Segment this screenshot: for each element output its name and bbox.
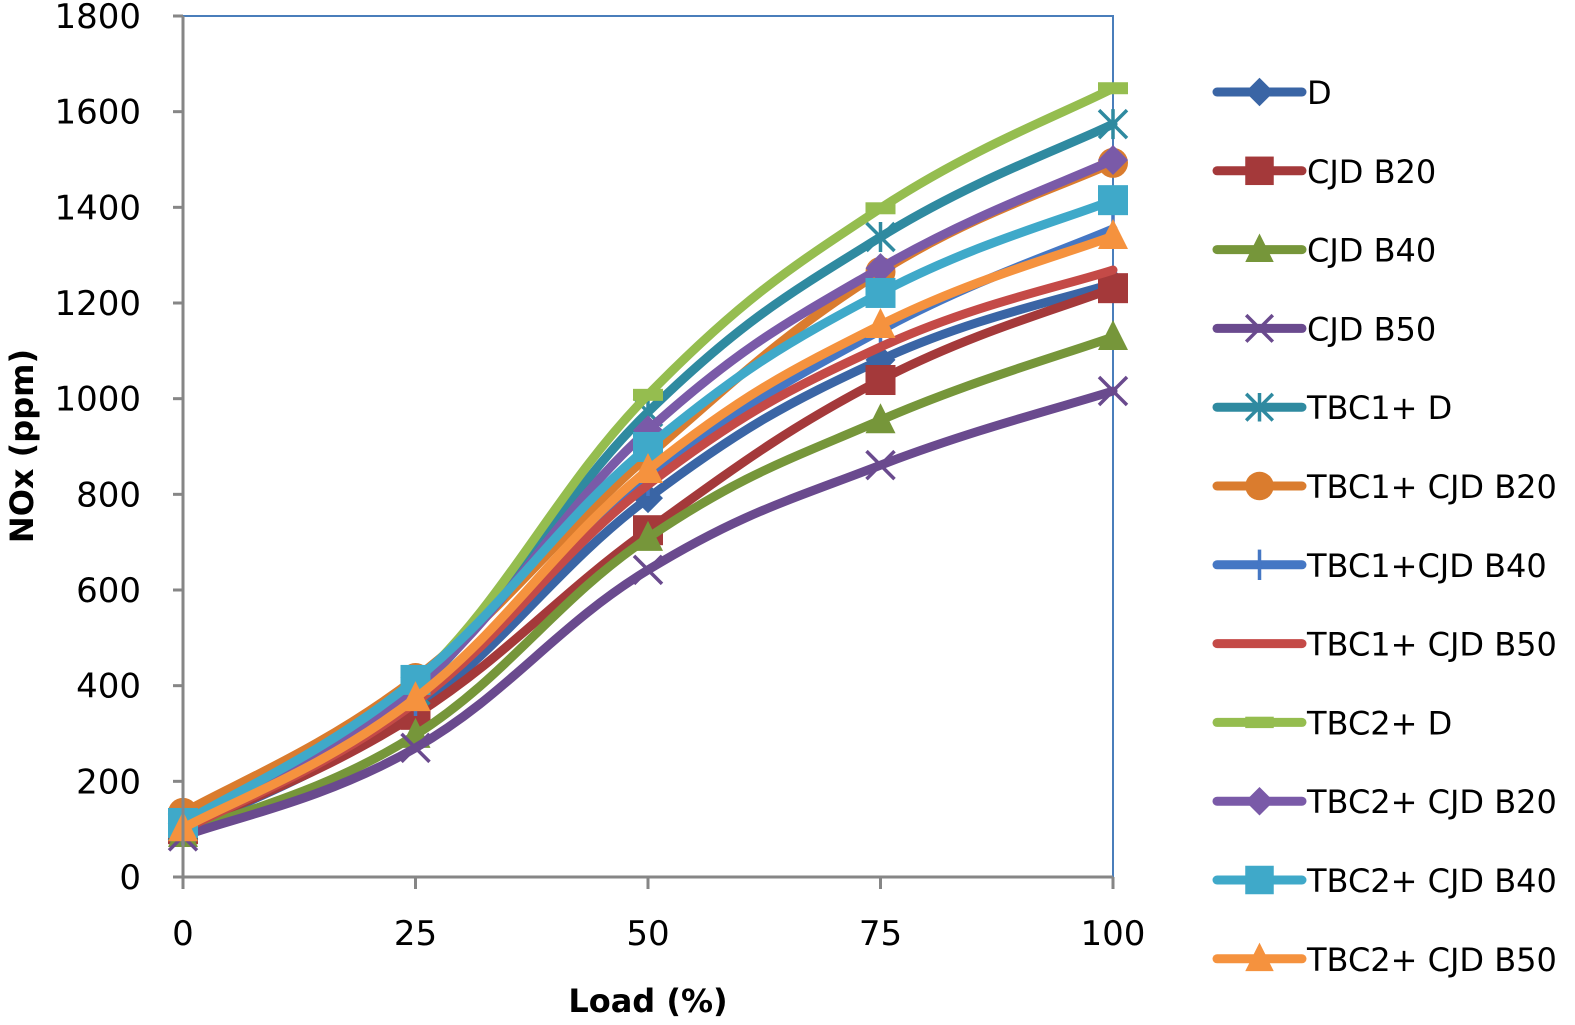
series-cjd-b50 xyxy=(167,375,1129,852)
legend-label: TBC2+ CJD B50 xyxy=(1306,941,1557,979)
data-point-tbc1-d-75 xyxy=(865,221,896,253)
data-point-cjd-b50-100 xyxy=(1097,375,1129,407)
legend-item-tbc2-cjd-b20: TBC2+ CJD B20 xyxy=(1212,783,1557,821)
y-tick-label: 400 xyxy=(76,667,141,707)
data-point-cjd-b20-100 xyxy=(1098,273,1128,304)
legend-label: CJD B20 xyxy=(1307,153,1436,191)
axes-layer: 0 200 400 600 800 1000 1200 1400 1600 1800 0 25 50 75… xyxy=(54,0,1145,954)
data-point-cjd-b40-75 xyxy=(865,403,896,434)
legend-item-cjd-b40: CJD B40 xyxy=(1212,232,1436,270)
y-tick-label: 1000 xyxy=(54,380,141,420)
legend-item-cjd-b50: CJD B50 xyxy=(1212,310,1436,348)
legend-label: TBC1+CJD B40 xyxy=(1306,547,1547,585)
x-tick-label: 100 xyxy=(1081,914,1146,954)
x-axis-label: Load (%) xyxy=(568,982,727,1020)
y-tick-label: 800 xyxy=(76,475,141,515)
legend-label: TBC1+ D xyxy=(1306,389,1452,427)
legend-marker xyxy=(1244,392,1275,422)
y-tick-label: 1200 xyxy=(54,284,141,324)
legend-label: CJD B40 xyxy=(1307,232,1436,270)
data-point-cjd-b40-100 xyxy=(1098,319,1128,350)
legend-label: TBC2+ CJD B40 xyxy=(1306,862,1557,900)
legend-item-cjd-b20: CJD B20 xyxy=(1212,153,1436,191)
x-tick-label: 50 xyxy=(626,914,669,954)
legend-marker xyxy=(1244,313,1275,343)
data-point-tbc2-cjd-b50-25 xyxy=(400,681,431,712)
y-tick-label: 1800 xyxy=(54,0,141,37)
y-axis-label: NOx (ppm) xyxy=(3,349,41,543)
legend-label: D xyxy=(1307,74,1332,112)
legend-item-tbc1-d: TBC1+ D xyxy=(1212,389,1452,427)
data-point-tbc2-cjd-b50-75 xyxy=(865,308,896,339)
legend-label: CJD B50 xyxy=(1307,310,1436,348)
data-point-tbc2-cjd-b40-100 xyxy=(1098,185,1128,216)
legend-marker xyxy=(1245,233,1274,262)
data-point-tbc2-cjd-b20-100 xyxy=(1098,144,1128,175)
data-point-tbc2-cjd-b20-75 xyxy=(865,253,896,284)
legend-item-tbc1-cjd-b20: TBC1+ CJD B20 xyxy=(1212,468,1557,506)
legend-item-tbc1-cjd-b40: TBC1+CJD B40 xyxy=(1212,547,1547,585)
data-point-tbc2-d-75 xyxy=(865,202,896,215)
x-tick-label: 25 xyxy=(394,914,437,954)
data-point-tbc1-d-100 xyxy=(1097,108,1129,140)
legend-label: TBC2+ CJD B20 xyxy=(1306,783,1557,821)
x-tick-label: 0 xyxy=(172,914,194,954)
legend-item-tbc2-d: TBC2+ D xyxy=(1212,704,1452,742)
y-tick-label: 1600 xyxy=(54,93,141,133)
data-point-cjd-b20-75 xyxy=(865,365,896,396)
legend-label: TBC2+ D xyxy=(1306,704,1452,742)
legend-marker xyxy=(1245,77,1274,107)
data-point-tbc2-cjd-b50-50 xyxy=(633,452,663,483)
series-layer xyxy=(167,82,1129,852)
data-point-tbc2-cjd-b40-75 xyxy=(865,277,896,308)
legend-marker xyxy=(1245,942,1274,972)
legend-item-tbc2-cjd-b40: TBC2+ CJD B40 xyxy=(1212,862,1557,900)
data-point-cjd-b50-75 xyxy=(865,449,896,481)
legend-item-d: D xyxy=(1212,74,1332,112)
y-tick-label: 200 xyxy=(76,762,141,802)
legend: D CJD B20 CJD B40 CJD B50 TBC1+ D TBC1+ CJD B… xyxy=(1212,74,1557,979)
legend-marker xyxy=(1245,865,1274,895)
y-tick-label: 0 xyxy=(119,858,141,898)
legend-label: TBC1+ CJD B20 xyxy=(1306,468,1557,506)
legend-marker xyxy=(1245,786,1274,816)
data-point-cjd-b50-25 xyxy=(400,732,431,764)
data-point-cjd-b40-50 xyxy=(633,520,663,551)
x-tick-label: 75 xyxy=(859,914,902,954)
y-tick-label: 600 xyxy=(76,571,141,611)
legend-marker xyxy=(1245,156,1274,186)
data-point-cjd-b50-50 xyxy=(632,554,664,586)
legend-marker xyxy=(1245,716,1274,729)
data-point-tbc2-d-50 xyxy=(633,388,663,401)
y-tick-label: 1400 xyxy=(54,188,141,228)
data-point-tbc2-d-100 xyxy=(1098,82,1128,95)
legend-marker xyxy=(1245,471,1274,501)
legend-item-tbc1-cjd-b50: TBC1+ CJD B50 xyxy=(1212,626,1557,664)
legend-label: TBC1+ CJD B50 xyxy=(1306,626,1557,664)
legend-item-tbc2-cjd-b50: TBC2+ CJD B50 xyxy=(1212,941,1557,979)
data-point-tbc2-cjd-b50-100 xyxy=(1098,219,1128,250)
